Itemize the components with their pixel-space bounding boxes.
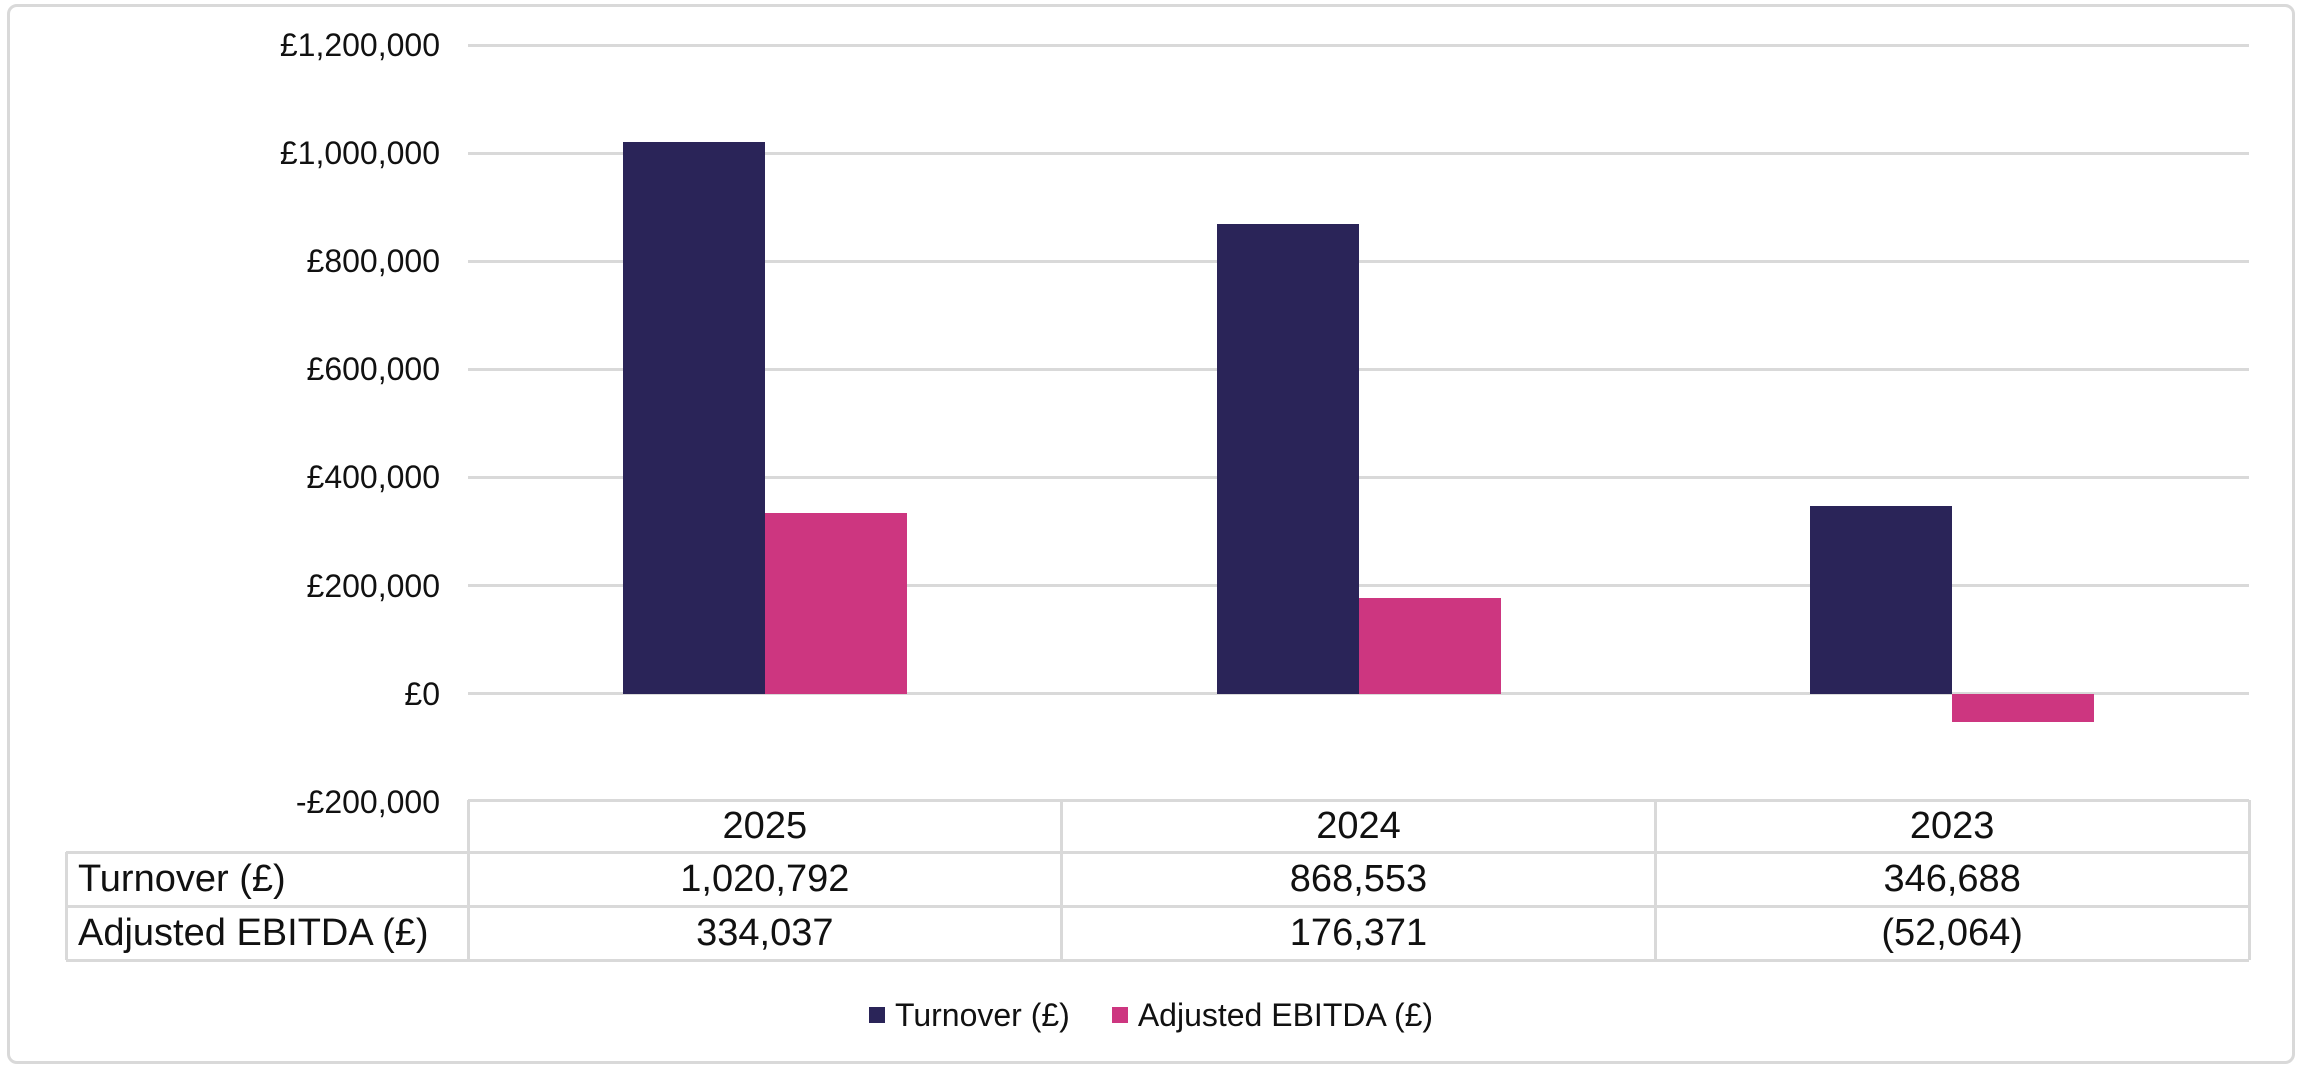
gridline-400000	[468, 475, 2249, 479]
legend-label-turnover: Turnover (£)	[894, 996, 1070, 1033]
legend-label-adjusted-ebitda: Adjusted EBITDA (£)	[1137, 996, 1434, 1033]
bar-turnover-2023	[1810, 506, 1953, 694]
gridline-200000	[468, 584, 2249, 588]
table-cell-adjusted-ebitda-2024: 176,371	[1289, 911, 1428, 954]
table-border-col-3	[2247, 800, 2251, 960]
table-cell-turnover-2024: 868,553	[1289, 857, 1428, 900]
gridline-600000	[468, 367, 2249, 371]
table-row-label-adjusted-ebitda: Adjusted EBITDA (£)	[78, 911, 429, 954]
table-cell-adjusted-ebitda-2025: 334,037	[696, 911, 834, 954]
table-border-left	[64, 852, 68, 960]
table-border-row-2	[66, 904, 2249, 908]
table-header-year-2025: 2025	[722, 804, 808, 847]
table-border-col-1	[1060, 800, 1064, 960]
bar-adjusted-ebitda-2024	[1358, 598, 1501, 694]
gridline-0	[468, 692, 2249, 696]
y-axis-tick-label-800000: £800,000	[306, 243, 440, 280]
gridline-1000000	[468, 151, 2249, 155]
y-axis-tick-label-1000000: £1,000,000	[279, 135, 440, 172]
gridline-800000	[468, 259, 2249, 263]
table-header-year-2024: 2024	[1316, 804, 1401, 847]
bar-turnover-2025	[622, 141, 765, 694]
table-header-year-2023: 2023	[1909, 804, 1995, 847]
table-cell-adjusted-ebitda-2023: (52,064)	[1881, 911, 2023, 954]
table-cell-turnover-2025: 1,020,792	[680, 857, 850, 900]
y-axis-tick-label-200000: £200,000	[306, 567, 440, 604]
gridline-1200000	[468, 43, 2249, 47]
y-axis-tick-label-400000: £400,000	[306, 459, 440, 496]
y-axis-tick-label--200000: -£200,000	[295, 783, 440, 820]
legend-swatch-turnover-icon	[868, 1007, 885, 1023]
y-axis-tick-label-600000: £600,000	[306, 351, 440, 388]
legend-swatch-adjusted-ebitda-icon	[1111, 1007, 1128, 1023]
table-border-row-1	[66, 850, 2249, 854]
bar-adjusted-ebitda-2023	[1952, 693, 2095, 722]
table-row-label-turnover: Turnover (£)	[78, 857, 286, 900]
table-border-top	[468, 798, 2249, 802]
bar-turnover-2024	[1216, 224, 1359, 694]
y-axis-tick-label-0: £0	[404, 675, 440, 712]
table-border-col-2	[1653, 800, 1657, 960]
bar-adjusted-ebitda-2025	[764, 513, 907, 694]
y-axis-tick-label-1200000: £1,200,000	[279, 27, 440, 63]
table-cell-turnover-2023: 346,688	[1883, 857, 2021, 900]
legend-item-adjusted-ebitda: Adjusted EBITDA (£)	[1111, 996, 1434, 1034]
table-border-bottom	[66, 958, 2249, 962]
table-border-col-0	[466, 800, 470, 960]
legend-item-turnover: Turnover (£)	[868, 996, 1070, 1034]
legend: Turnover (£) Adjusted EBITDA (£)	[0, 992, 2302, 1038]
